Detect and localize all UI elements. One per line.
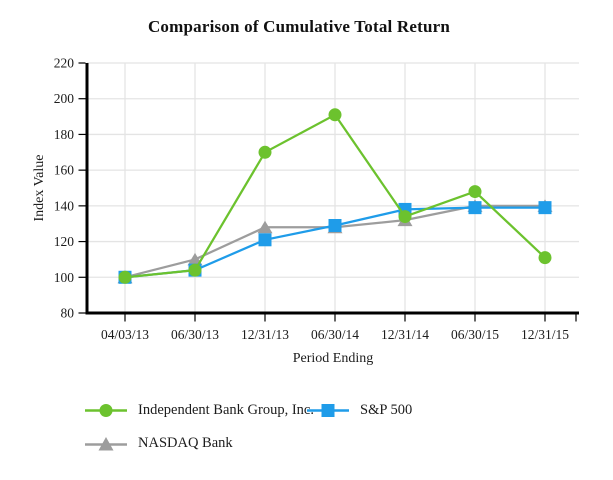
marker-independent-bank-group-inc [118,270,132,284]
y-axis-title: Index Value [32,154,47,222]
marker-s-p-500 [468,201,482,215]
chart-canvas: 80 100 120 140 160 180 200 220 04/03/13 06/30/13 1… [54,56,579,342]
chart-title: Comparison of Cumulative Total Return [147,17,451,36]
x-tick-label: 06/30/14 [311,327,359,342]
y-tick-label: 200 [54,91,75,106]
x-tick-label: 12/31/13 [241,327,289,342]
y-tick-label: 140 [54,198,75,213]
marker-independent-bank-group-inc [328,108,342,122]
marker-s-p-500 [328,219,342,232]
x-tick-label: 06/30/15 [451,327,499,342]
square-marker-icon [321,403,335,417]
marker-independent-bank-group-inc [398,210,412,224]
triangle-marker-icon [98,436,114,450]
legend-entry-nasdaq-bank: NASDAQ Bank [85,434,233,452]
marker-independent-bank-group-inc [258,145,272,159]
legend-label: S&P 500 [360,401,413,418]
marker-nasdaq-bank [257,220,273,234]
legend-label: Independent Bank Group, Inc. [138,401,314,418]
y-tick-label: 180 [54,127,75,142]
marker-independent-bank-group-inc [468,185,482,199]
x-tick-label: 12/31/15 [521,327,569,342]
legend-entry-sp-500: S&P 500 [307,401,412,419]
y-tick-label: 220 [54,56,75,71]
y-tick-label: 80 [61,306,75,321]
legend-entry-independent-bank-group: Independent Bank Group, Inc. [85,401,314,419]
chart-legend: Independent Bank Group, Inc. S&P 500 NAS… [85,396,555,460]
legend-line-triangle-swatch [85,436,127,450]
y-tick-label: 120 [54,234,75,249]
y-tick-label: 160 [54,163,75,178]
circle-marker-icon [99,403,113,417]
y-tick-label: 100 [54,270,75,285]
marker-independent-bank-group-inc [538,251,552,265]
x-tick-label: 12/31/14 [381,327,429,342]
x-tick-label: 06/30/13 [171,327,219,342]
legend-line-square-swatch [307,403,349,417]
marker-s-p-500 [258,233,272,247]
legend-line-circle-swatch [85,403,127,417]
x-axis-title: Period Ending [292,351,374,366]
marker-independent-bank-group-inc [188,263,202,277]
marker-s-p-500 [538,201,552,215]
x-tick-label: 04/03/13 [101,327,149,342]
legend-label: NASDAQ Bank [138,434,233,451]
